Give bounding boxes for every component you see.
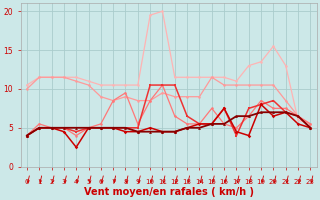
X-axis label: Vent moyen/en rafales ( km/h ): Vent moyen/en rafales ( km/h ) xyxy=(84,187,254,197)
